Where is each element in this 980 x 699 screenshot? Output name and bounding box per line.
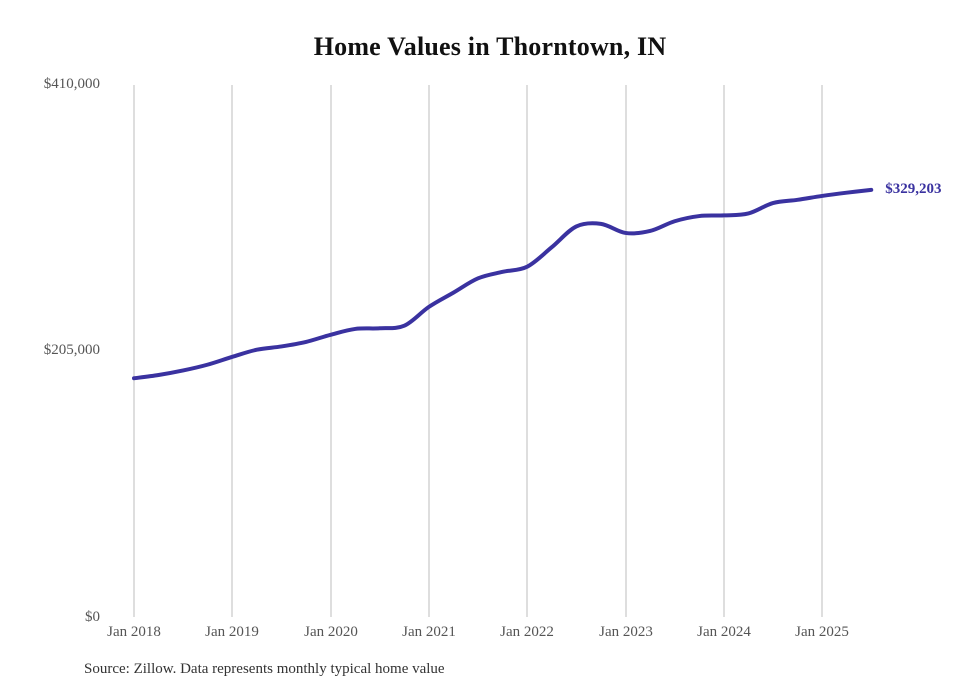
source-note: Source: Zillow. Data represents monthly … [84, 661, 445, 677]
xtick-label-jan-2018: Jan 2018 [107, 624, 161, 640]
xtick-label-jan-2021: Jan 2021 [402, 624, 456, 640]
xtick-label-jan-2025: Jan 2025 [795, 624, 849, 640]
ytick-label-mid: $205,000 [43, 342, 100, 358]
gridlines-group [133, 85, 823, 617]
series-line-typical-home-value [132, 187, 874, 381]
xtick-label-jan-2022: Jan 2022 [500, 624, 554, 640]
xtick-label-jan-2024: Jan 2024 [697, 624, 751, 640]
chart-title: Home Values in Thorntown, IN [313, 32, 667, 61]
ytick-label-top: $410,000 [43, 76, 100, 92]
xtick-label-jan-2023: Jan 2023 [599, 624, 653, 640]
ytick-label-bottom: $0 [85, 609, 100, 625]
end-value-label: $329,203 [885, 180, 942, 197]
xtick-label-jan-2019: Jan 2019 [205, 624, 259, 640]
xtick-label-jan-2020: Jan 2020 [304, 624, 358, 640]
